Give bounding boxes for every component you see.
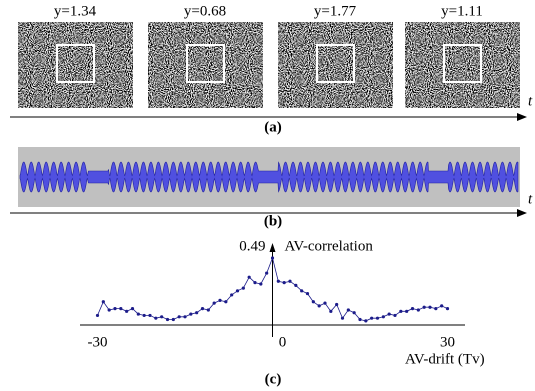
noise-texture [405, 22, 520, 108]
point [102, 300, 105, 303]
caption: (c) [265, 371, 282, 387]
arrow-head [517, 209, 527, 217]
point [370, 317, 373, 320]
frame-label: y=1.34 [54, 3, 97, 19]
point [423, 306, 426, 309]
noise-texture [278, 22, 393, 108]
y-tick-label: 0.49 [239, 238, 265, 254]
point [154, 317, 157, 320]
axis-label: t [528, 93, 533, 109]
point [201, 307, 204, 310]
point [318, 304, 321, 307]
point [388, 312, 391, 315]
point [277, 280, 280, 283]
point [271, 256, 274, 259]
noise-texture [18, 22, 133, 108]
point [364, 319, 367, 322]
point [143, 314, 146, 317]
point [213, 302, 216, 305]
panel-a: y=1.34 y=0.68 y=1.77 y=1.11 [18, 3, 520, 108]
x-tick-label: -30 [88, 334, 108, 350]
frame-label: y=1.11 [441, 3, 483, 19]
point [306, 292, 309, 295]
point [358, 318, 361, 321]
point [300, 289, 303, 292]
point [353, 311, 356, 314]
point [189, 312, 192, 315]
point [405, 310, 408, 313]
point [218, 299, 221, 302]
point [113, 307, 116, 310]
point [440, 304, 443, 307]
point [294, 284, 297, 287]
point [178, 315, 181, 318]
point [230, 293, 233, 296]
arrow-head [270, 243, 276, 252]
point [183, 315, 186, 318]
frame-label: y=0.68 [184, 3, 226, 19]
point [399, 310, 402, 313]
figure: y=1.34 y=0.68 y=1.77 y=1.11 t (a) t (b) 0.4… [0, 0, 535, 391]
point [283, 281, 286, 284]
point [207, 308, 210, 311]
point [253, 281, 256, 284]
point [446, 307, 449, 310]
point [108, 308, 111, 311]
x-tick-label: 30 [440, 334, 455, 350]
caption: (b) [264, 213, 282, 229]
point [288, 280, 291, 283]
point [172, 318, 175, 321]
axis-label: t [528, 191, 533, 207]
point [96, 314, 99, 317]
point [125, 310, 128, 313]
point [341, 317, 344, 320]
noise-texture [148, 22, 263, 108]
arrow-head [517, 113, 527, 121]
point [393, 314, 396, 317]
point [265, 271, 268, 274]
point [195, 311, 198, 314]
x-tick-label: 0 [279, 334, 287, 350]
x-axis-label: AV-drift (Tv) [405, 351, 485, 367]
point [323, 302, 326, 305]
point [312, 300, 315, 303]
point [119, 307, 122, 310]
caption: (a) [264, 119, 282, 135]
point [248, 276, 251, 279]
point [236, 289, 239, 292]
point [224, 300, 227, 303]
point [329, 310, 332, 313]
point [148, 314, 151, 317]
point [259, 282, 262, 285]
point [242, 287, 245, 290]
point [335, 303, 338, 306]
point [434, 307, 437, 310]
point [131, 307, 134, 310]
point [428, 306, 431, 309]
frame-label: y=1.77 [314, 3, 357, 19]
point [376, 317, 379, 320]
point [160, 315, 163, 318]
point [166, 318, 169, 321]
point [347, 308, 350, 311]
point [411, 307, 414, 310]
point [417, 308, 420, 311]
point [382, 315, 385, 318]
point [137, 312, 140, 315]
y-axis-label: AV-correlation [285, 238, 374, 254]
